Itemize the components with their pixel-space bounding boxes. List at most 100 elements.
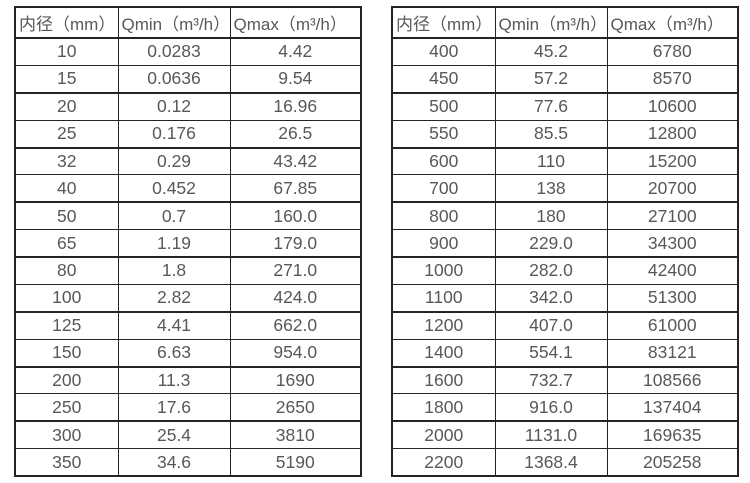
table-cell: 179.0 <box>229 229 362 259</box>
table-row: 50 0.7 160.0 <box>14 201 362 231</box>
table-cell: 4.41 <box>117 311 231 340</box>
table-cell: 67.85 <box>229 174 362 204</box>
table-cell: 342.0 <box>494 283 608 313</box>
table-cell: 40 <box>14 174 119 204</box>
diameter-flow-table-small: 内径（mm） Qmin（m³/h） Qmax（m³/h） 10 0.0283 4.42 1… <box>14 6 362 478</box>
table-cell: 2650 <box>229 393 362 423</box>
table-cell: 407.0 <box>494 311 608 340</box>
table-cell: 229.0 <box>494 229 608 259</box>
table-cell: 5190 <box>229 448 362 478</box>
table-cell: 25.4 <box>117 420 231 450</box>
table-row: 150 6.63 954.0 <box>14 338 362 368</box>
table-cell: 57.2 <box>494 64 608 94</box>
table-cell: 27100 <box>606 201 739 231</box>
table-row: 1000 282.0 42400 <box>391 256 739 285</box>
table-row: 700 138 20700 <box>391 174 739 204</box>
table-row: 20 0.12 16.96 <box>14 92 362 121</box>
table-cell: 25 <box>14 119 119 149</box>
table-cell: 350 <box>14 448 119 478</box>
table-cell: 80 <box>14 256 119 285</box>
table-row: 300 25.4 3810 <box>14 420 362 450</box>
table-cell: 3810 <box>229 420 362 450</box>
table-cell: 77.6 <box>494 92 608 121</box>
table-row: 125 4.41 662.0 <box>14 311 362 340</box>
table-cell: 51300 <box>606 283 739 313</box>
table-cell: 200 <box>14 365 119 395</box>
table-cell: 424.0 <box>229 283 362 313</box>
table-cell: 0.12 <box>117 92 231 121</box>
table-cell: 1200 <box>391 311 496 340</box>
table-cell: 45.2 <box>494 37 608 66</box>
table-row: 550 85.5 12800 <box>391 119 739 149</box>
table-cell: 0.0283 <box>117 37 231 66</box>
table-cell: 700 <box>391 174 496 204</box>
table-row: 80 1.8 271.0 <box>14 256 362 285</box>
table-cell: 83121 <box>606 338 739 368</box>
table-cell: 1400 <box>391 338 496 368</box>
table-cell: 1.19 <box>117 229 231 259</box>
table-cell: 169635 <box>606 420 739 450</box>
header-row: 内径（mm） Qmin（m³/h） Qmax（m³/h） <box>391 6 739 39</box>
table-cell: 110 <box>494 146 608 176</box>
table-cell: 916.0 <box>494 393 608 423</box>
table-cell: 34.6 <box>117 448 231 478</box>
table-cell: 125 <box>14 311 119 340</box>
table-cell: 1600 <box>391 365 496 395</box>
diameter-flow-table-large: 内径（mm） Qmin（m³/h） Qmax（m³/h） 400 45.2 6780 45… <box>391 6 739 478</box>
table-cell: 0.7 <box>117 201 231 231</box>
table-row: 25 0.176 26.5 <box>14 119 362 149</box>
table-cell: 1000 <box>391 256 496 285</box>
table-cell: 6780 <box>606 37 739 66</box>
table-cell: 450 <box>391 64 496 94</box>
table-row: 350 34.6 5190 <box>14 448 362 478</box>
table-cell: 250 <box>14 393 119 423</box>
table-cell: 1131.0 <box>494 420 608 450</box>
table-cell: 2000 <box>391 420 496 450</box>
table-cell: 550 <box>391 119 496 149</box>
table-row: 1100 342.0 51300 <box>391 283 739 313</box>
table-cell: 9.54 <box>229 64 362 94</box>
table-cell: 800 <box>391 201 496 231</box>
table-cell: 10 <box>14 37 119 66</box>
table-row: 400 45.2 6780 <box>391 37 739 66</box>
table-cell: 954.0 <box>229 338 362 368</box>
table-cell: 10600 <box>606 92 739 121</box>
table-cell: 26.5 <box>229 119 362 149</box>
table-cell: 100 <box>14 283 119 313</box>
table-cell: 0.0636 <box>117 64 231 94</box>
table-row: 2000 1131.0 169635 <box>391 420 739 450</box>
table-cell: 20 <box>14 92 119 121</box>
table-cell: 400 <box>391 37 496 66</box>
column-header: 内径（mm） <box>14 6 119 39</box>
table-cell: 2.82 <box>117 283 231 313</box>
table-cell: 15 <box>14 64 119 94</box>
table-row: 800 180 27100 <box>391 201 739 231</box>
table-cell: 0.176 <box>117 119 231 149</box>
table-cell: 150 <box>14 338 119 368</box>
table-cell: 65 <box>14 229 119 259</box>
table-cell: 16.96 <box>229 92 362 121</box>
table-cell: 554.1 <box>494 338 608 368</box>
table-cell: 1.8 <box>117 256 231 285</box>
table-cell: 137404 <box>606 393 739 423</box>
table-cell: 43.42 <box>229 146 362 176</box>
table-cell: 300 <box>14 420 119 450</box>
table-cell: 12800 <box>606 119 739 149</box>
table-cell: 500 <box>391 92 496 121</box>
table-cell: 4.42 <box>229 37 362 66</box>
table-row: 65 1.19 179.0 <box>14 229 362 259</box>
column-header: Qmin（m³/h） <box>117 6 231 39</box>
table-cell: 8570 <box>606 64 739 94</box>
table-cell: 662.0 <box>229 311 362 340</box>
table-cell: 108566 <box>606 365 739 395</box>
table-row: 40 0.452 67.85 <box>14 174 362 204</box>
table-cell: 6.63 <box>117 338 231 368</box>
table-row: 900 229.0 34300 <box>391 229 739 259</box>
table-cell: 282.0 <box>494 256 608 285</box>
table-cell: 85.5 <box>494 119 608 149</box>
table-row: 1400 554.1 83121 <box>391 338 739 368</box>
table-cell: 0.452 <box>117 174 231 204</box>
table-row: 1600 732.7 108566 <box>391 365 739 395</box>
table-row: 450 57.2 8570 <box>391 64 739 94</box>
